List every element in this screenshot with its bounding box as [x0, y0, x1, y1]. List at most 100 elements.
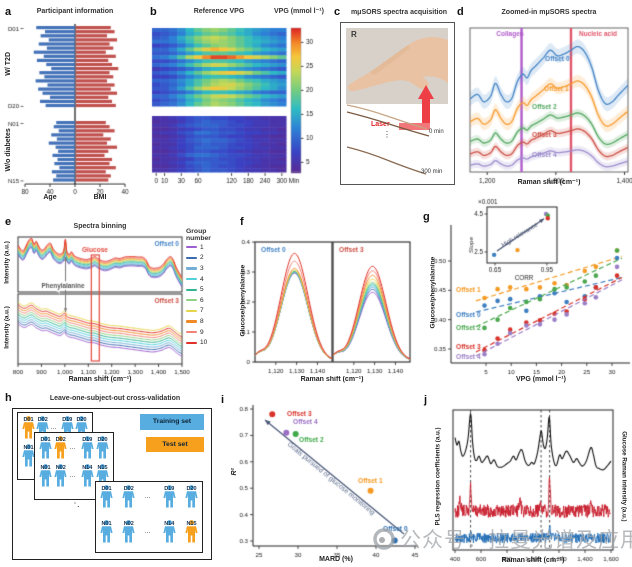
person-icon-N14: N14 — [81, 464, 94, 490]
person-icon-N02: N02 — [122, 520, 135, 546]
panel-e-title: Spectra binning — [73, 223, 127, 230]
person-icon-D01: D01 — [100, 485, 113, 511]
group-number-legend: Group number 1 2 3 4 5 6 7 8 9 10 — [186, 228, 232, 348]
legend-label: 10 — [200, 339, 208, 347]
legend-item-group-4: 4 — [186, 274, 232, 285]
panel-i-letter: i — [221, 394, 225, 406]
test-set-legend: Test set — [146, 437, 204, 452]
legend-label: 2 — [200, 254, 204, 262]
person-icon-D19: D19 — [81, 436, 94, 462]
i-xlabel: MARD (%) — [319, 556, 353, 563]
legend-label: 3 — [200, 264, 204, 272]
legend-label: 6 — [200, 296, 204, 304]
row-ellipsis: ... — [50, 424, 57, 431]
panel-f-letter: f — [240, 216, 244, 228]
legend-item-group-9: 9 — [186, 327, 232, 338]
e-ylabel-bottom: Intensity (a.u.) — [3, 306, 11, 349]
e-ylabel-top: Intensity (a.u.) — [3, 241, 11, 284]
laser-label: Laser — [371, 121, 390, 128]
a-xlabel-age: Age — [43, 194, 57, 201]
d-xlabel: Raman shift (cm⁻¹) — [517, 179, 581, 186]
legend-swatch — [186, 277, 197, 281]
watermark-text: 公众号：拉曼光谱及应用 — [400, 529, 632, 552]
person-icon-D20: D20 — [185, 485, 198, 511]
a-ylabel-no-diabetes: W/o diabetes — [5, 128, 13, 172]
legend-swatch — [186, 309, 197, 312]
person-icon-D20: D20 — [96, 436, 109, 462]
legend-item-group-5: 5 — [186, 284, 232, 295]
photo-r-label: R — [351, 30, 357, 39]
panel-d-title: Zoomed-in mμSORS spectra — [501, 9, 597, 16]
panel-b-letter: b — [150, 6, 157, 18]
person-icon-N01: N01 — [39, 464, 52, 490]
j-xlabel: Raman shift (cm⁻¹) — [501, 557, 565, 564]
legend-items: 1 2 3 4 5 6 7 8 9 10 — [186, 242, 232, 348]
t0-label: 0 min — [429, 129, 444, 135]
time-ellipsis: ⋮ — [383, 130, 391, 139]
legend-title: Group number — [186, 228, 211, 242]
legend-label: 8 — [200, 317, 204, 325]
t300-label: 300 min — [421, 169, 443, 175]
g-xlabel: VPG (mmol l⁻¹) — [516, 376, 566, 383]
legend-item-group-8: 8 — [186, 316, 232, 327]
legend-swatch — [186, 299, 197, 302]
colorbar-title: VPG (mmol l⁻¹) — [274, 8, 324, 15]
legend-swatch — [186, 246, 197, 249]
panel-d-letter: d — [457, 6, 464, 18]
watermark-logo-icon — [373, 528, 395, 550]
legend-label: 1 — [200, 243, 204, 251]
a-ylabel-t2d: W/ T2D — [5, 51, 13, 76]
legend-swatch — [186, 320, 197, 323]
row-ellipsis: ... — [144, 493, 151, 500]
panel-g-letter: g — [423, 211, 430, 223]
fold-ellipsis: ⋱ — [70, 498, 80, 509]
a-xlabel-bmi: BMI — [93, 194, 107, 201]
person-icon-N14: N14 — [163, 520, 176, 546]
i-ylabel: R² — [231, 468, 239, 476]
panel-h-letter: h — [5, 392, 12, 404]
legend-label: 5 — [200, 286, 204, 294]
row-ellipsis: ... — [144, 528, 151, 535]
legend-item-group-2: 2 — [186, 253, 232, 264]
e-xlabel: Raman shift (cm⁻¹) — [68, 376, 132, 383]
person-icon-D01: D01 — [39, 436, 52, 462]
spectra-lines — [346, 104, 430, 175]
legend-swatch — [186, 341, 197, 344]
panel-a-letter: a — [5, 6, 12, 18]
hand-illustration — [347, 37, 448, 92]
legend-label: 4 — [200, 275, 204, 283]
person-icon-N15: N15 — [185, 520, 198, 546]
person-icon-N01: N01 — [100, 520, 113, 546]
legend-item-group-1: 1 — [186, 242, 232, 253]
g-ylabel: Glucose/phenylalanine — [429, 256, 437, 329]
legend-swatch — [186, 256, 197, 259]
acquisition-box: R Laser 0 min ⋮ 300 min — [340, 22, 455, 185]
row-ellipsis: ... — [69, 472, 76, 479]
person-icon-N01: N01 — [22, 444, 35, 470]
cv-fold-box-3: D01 D02... D19 D20 N01 N02... N14 N15 — [95, 481, 203, 553]
legend-swatch — [186, 330, 197, 334]
legend-item-group-3: 3 — [186, 263, 232, 274]
legend-swatch — [186, 267, 197, 270]
person-icon-N02: N02 — [54, 464, 67, 490]
person-icon-D19: D19 — [163, 485, 176, 511]
f-xlabel: Raman shift (cm⁻¹) — [300, 376, 364, 383]
training-set-legend: Training set — [140, 414, 204, 430]
panel-b-title: Reference VPG — [193, 8, 245, 15]
legend-item-group-10: 10 — [186, 337, 232, 348]
panel-j-letter: j — [424, 394, 428, 406]
legend-item-group-6: 6 — [186, 295, 232, 306]
legend-swatch — [186, 288, 197, 291]
person-icon-D02: D02 — [54, 436, 67, 462]
legend-label: 9 — [200, 328, 204, 336]
finger-photo — [346, 28, 448, 104]
person-icon-D01: D01 — [22, 416, 35, 442]
panel-a-title: Participant information — [36, 8, 114, 15]
legend-label: 7 — [200, 307, 204, 315]
panel-c-letter: c — [334, 6, 341, 18]
watermark: 公众号：拉曼光谱及应用 — [372, 524, 632, 554]
row-ellipsis: ... — [69, 444, 76, 451]
panel-c-title: mμSORS spectra acquisition — [350, 9, 448, 16]
f-ylabel: Glucose/phenylalanine — [239, 264, 247, 337]
